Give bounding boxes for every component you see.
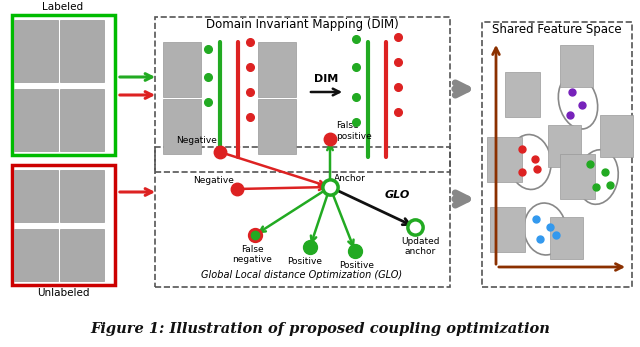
Bar [155,17,450,172]
Bar [550,217,583,259]
Text: Positive: Positive [339,261,374,270]
Text: GLO: GLO [385,190,410,200]
Bar [560,154,595,199]
Bar [14,89,58,151]
Bar [155,147,450,287]
Bar [548,125,581,167]
Text: Unlabeled: Unlabeled [36,288,89,298]
Bar [60,89,104,151]
Text: Figure 1: Illustration of proposed coupling optimization: Figure 1: Illustration of proposed coupl… [90,322,550,336]
Bar [60,170,104,222]
Bar [482,22,632,287]
Bar [163,42,201,97]
Bar [60,20,104,82]
Text: Shared Feature Space: Shared Feature Space [492,23,622,35]
Text: False
negative: False negative [232,245,272,264]
Bar [505,72,540,117]
Bar [12,165,115,285]
Bar [487,137,522,182]
Bar [12,15,115,155]
Text: Negative: Negative [176,135,217,144]
Text: Labeled: Labeled [42,2,84,12]
Bar [600,115,633,157]
Text: Global Local distance Optimization (GLO): Global Local distance Optimization (GLO) [202,270,403,280]
Bar [60,229,104,281]
Bar [14,20,58,82]
Bar [258,99,296,154]
Text: Domain Invariant Mapping (DIM): Domain Invariant Mapping (DIM) [205,17,398,31]
Text: Positive: Positive [287,257,323,266]
Text: DIM: DIM [314,74,338,84]
Text: False
positive: False positive [336,121,372,141]
Text: Negative: Negative [193,176,234,185]
Bar [14,170,58,222]
Bar [14,229,58,281]
Bar [490,207,525,252]
Bar [163,99,201,154]
Text: Updated
anchor: Updated anchor [401,237,439,256]
Bar [258,42,296,97]
Text: Anchor: Anchor [334,174,366,183]
Bar [560,45,593,87]
